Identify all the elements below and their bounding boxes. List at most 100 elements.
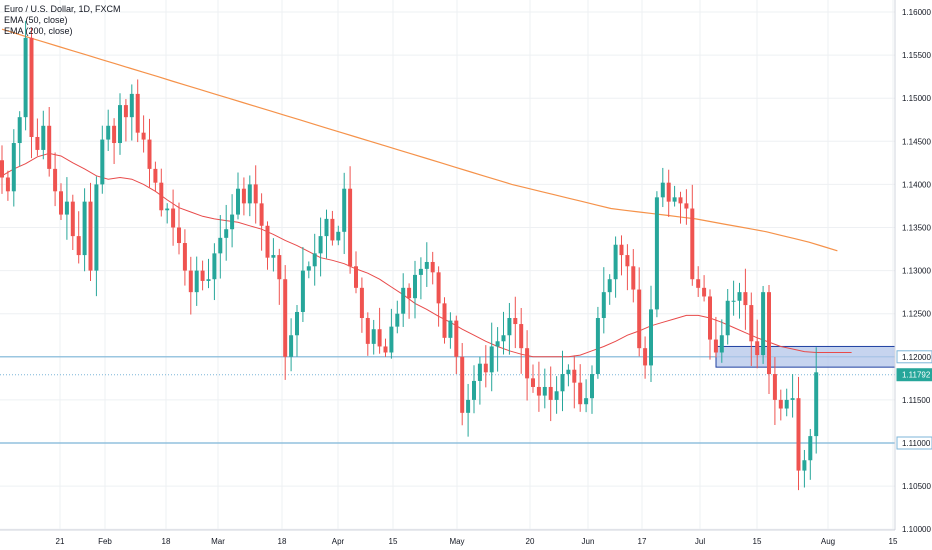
candle-body: [755, 341, 760, 356]
candle-body: [560, 374, 565, 392]
candle-body: [165, 208, 170, 211]
candle-body: [0, 160, 4, 178]
price-badge-label: 1.12000: [902, 353, 931, 362]
candle-body: [536, 386, 541, 396]
candle-body: [572, 369, 577, 383]
x-tick-label: 18: [162, 537, 171, 546]
candle-body: [212, 253, 217, 280]
candle-body: [59, 191, 63, 215]
candle-body: [442, 303, 447, 338]
candle-body: [23, 37, 28, 118]
y-tick-label: 1.13500: [902, 224, 931, 233]
candle-body: [271, 255, 276, 258]
candle-body: [129, 93, 134, 118]
candle-body: [625, 255, 630, 267]
y-tick-label: 1.10000: [902, 525, 931, 534]
candle-body: [253, 184, 258, 204]
candle-body: [359, 287, 364, 319]
y-tick-label: 1.16000: [902, 8, 931, 17]
x-tick-label: 15: [889, 537, 898, 546]
zone-rectangle[interactable]: [715, 345, 896, 368]
candle-body: [342, 188, 347, 232]
time-axis[interactable]: 21 Feb 18 Mar 18 Apr 15 May 20 Jun 17 Jul 15 Aug 15: [0, 529, 898, 546]
x-tick-label: Mar: [211, 537, 225, 546]
candle-body: [418, 268, 423, 275]
candle-body: [554, 391, 559, 400]
candle-body: [767, 292, 771, 375]
candle-body: [88, 201, 93, 271]
candle-body: [531, 378, 535, 387]
y-tick-label: 1.13000: [902, 267, 931, 276]
candle-body: [678, 197, 683, 204]
candle-body: [206, 279, 211, 281]
candle-body: [76, 236, 81, 256]
candle-body: [141, 132, 146, 140]
x-tick-label: Apr: [332, 537, 345, 546]
candle-body: [495, 341, 500, 347]
candle-body: [660, 182, 665, 198]
candle-body: [259, 203, 264, 226]
x-tick-label: 15: [389, 537, 398, 546]
candle-body: [318, 236, 323, 254]
candle-body: [336, 231, 341, 241]
candle-body: [613, 244, 618, 280]
candle-body: [236, 188, 240, 215]
support-zone[interactable]: [715, 345, 896, 368]
candle-body: [731, 300, 736, 302]
candle-body: [761, 292, 766, 356]
candle-body: [100, 139, 105, 185]
candle-body: [649, 309, 653, 366]
candle-body: [460, 356, 465, 413]
price-axis[interactable]: 1.16000 1.15500 1.15000 1.14500 1.14000 1.135…: [894, 0, 931, 534]
candle-body: [595, 318, 600, 375]
candle-body: [330, 218, 335, 241]
candle-body: [94, 184, 99, 271]
candle-body: [171, 208, 176, 228]
candle-body: [637, 289, 642, 349]
candle-body: [188, 270, 193, 293]
x-tick-label: Feb: [98, 537, 112, 546]
candle-body: [159, 182, 164, 211]
ema-200-line: [1, 28, 838, 252]
ema-200-legend[interactable]: EMA (200, close): [4, 26, 73, 36]
candle-body: [519, 324, 524, 349]
candle-body: [666, 182, 671, 202]
candle-body: [182, 243, 187, 271]
candle-body: [737, 292, 742, 301]
ema-50-legend[interactable]: EMA (50, close): [4, 15, 68, 25]
candle-body: [29, 37, 34, 137]
candle-body: [295, 311, 299, 336]
candle-body: [513, 318, 518, 325]
candle-body: [413, 274, 417, 299]
candle-body: [289, 335, 294, 357]
candle-body: [41, 125, 46, 150]
candle-body: [584, 398, 589, 405]
candle-body: [607, 279, 612, 293]
candle-body: [424, 261, 429, 269]
candle-body: [300, 270, 305, 312]
candle-body: [690, 208, 695, 280]
candle-body: [619, 244, 624, 256]
candle-body: [47, 125, 52, 169]
candle-body: [265, 225, 270, 258]
candle-body: [702, 287, 707, 297]
symbol-title[interactable]: Euro / U.S. Dollar, 1D, FXCM: [4, 4, 121, 14]
candle-body: [354, 266, 358, 288]
y-tick-label: 1.11500: [902, 396, 931, 405]
candle-body: [466, 399, 471, 413]
x-tick-label: 20: [526, 537, 535, 546]
candle-body: [542, 386, 547, 396]
candle-body: [365, 318, 370, 344]
candle-body: [200, 270, 205, 281]
candle-body: [17, 117, 22, 144]
candle-body: [218, 237, 223, 254]
candle-body: [401, 287, 406, 314]
candle-body: [814, 372, 819, 437]
candle-body: [5, 177, 10, 192]
x-tick-label: 15: [753, 537, 762, 546]
candle-body: [35, 136, 40, 150]
candle-body: [643, 348, 648, 366]
price-badge-label: 1.11000: [902, 439, 931, 448]
candle-body: [808, 436, 813, 461]
